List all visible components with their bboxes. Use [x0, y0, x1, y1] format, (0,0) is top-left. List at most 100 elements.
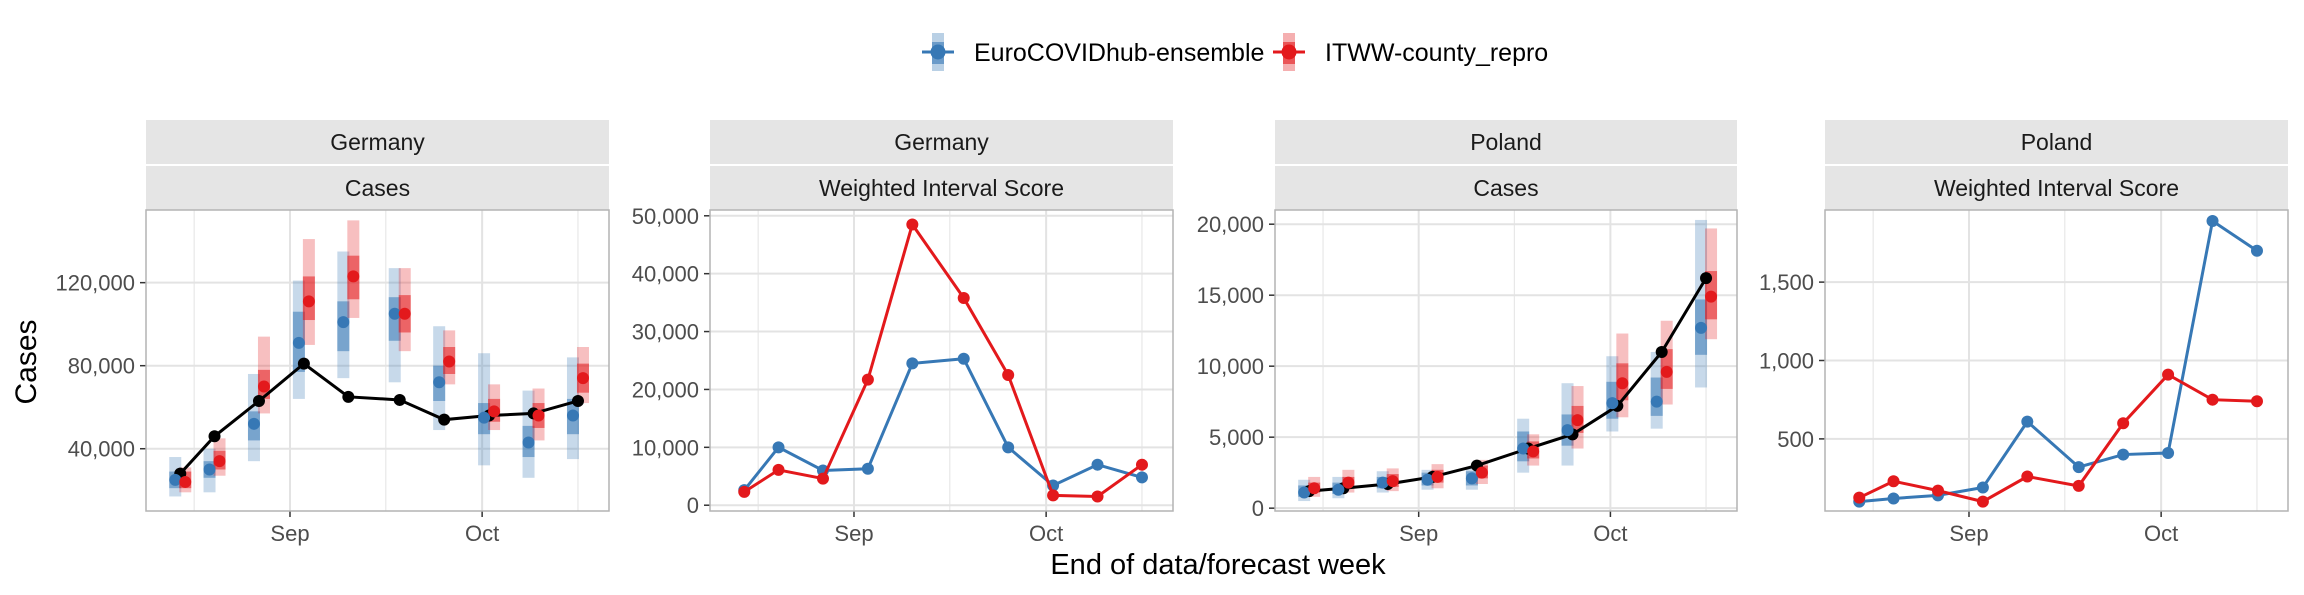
strip-label: Weighted Interval Score [1934, 175, 2179, 201]
series-point [2072, 479, 2085, 492]
series-line [743, 357, 1143, 492]
median-point [292, 336, 305, 349]
series-point [1091, 490, 1104, 503]
y-tick-label: 0 [687, 493, 699, 518]
series-line [1858, 372, 2258, 504]
series-point [2162, 446, 2175, 459]
series-point [1002, 441, 1015, 454]
strip-label: Germany [330, 129, 425, 155]
median-point [1475, 466, 1488, 479]
median-point [213, 455, 226, 468]
observed-line [1309, 277, 1708, 493]
y-axis-title: Cases [10, 319, 43, 404]
median-point [347, 270, 360, 283]
series-point [1135, 471, 1148, 484]
median-point [1376, 476, 1389, 489]
panel-border [1824, 209, 2289, 512]
median-point [1431, 470, 1444, 483]
y-tick-label: 80,000 [68, 354, 135, 379]
x-tick-label: Oct [465, 521, 499, 546]
median-point [247, 417, 260, 430]
median-point [1386, 475, 1399, 488]
series-point [2072, 461, 2085, 474]
series-point [906, 218, 919, 231]
panel-border [709, 209, 1174, 512]
median-point [1421, 473, 1434, 486]
median-point [1465, 472, 1478, 485]
x-tick-label: Sep [1949, 521, 1988, 546]
median-point [1571, 414, 1584, 427]
observed-point [1700, 272, 1713, 285]
legend-point [930, 44, 946, 60]
x-tick-label: Oct [1593, 521, 1627, 546]
series-point [1887, 492, 1900, 505]
x-tick-label: Sep [834, 521, 873, 546]
strip-label: Weighted Interval Score [819, 175, 1064, 201]
median-point [478, 411, 491, 424]
strip-background [1825, 120, 2288, 164]
median-point [1695, 321, 1708, 334]
y-tick-label: 500 [1777, 427, 1814, 452]
median-point [1606, 397, 1619, 410]
y-tick-label: 40,000 [632, 262, 699, 287]
observed-point [438, 413, 451, 426]
median-point [179, 475, 192, 488]
median-point [337, 316, 350, 329]
median-point [203, 463, 216, 476]
observed-point [252, 394, 265, 407]
median-point [1616, 377, 1629, 390]
series-point [861, 462, 874, 475]
legend-item: EuroCOVIDhub-ensemble [922, 33, 1264, 71]
strip-label: Poland [1470, 129, 1542, 155]
y-tick-label: 20,000 [1197, 212, 1264, 237]
legend-point [1281, 44, 1297, 60]
series-point [1135, 458, 1148, 471]
series-point [1047, 489, 1060, 502]
panel-border [1274, 209, 1738, 512]
y-tick-label: 5,000 [1209, 425, 1264, 450]
series-point [2250, 244, 2263, 257]
median-point [302, 295, 315, 308]
series-point [816, 472, 829, 485]
median-point [388, 307, 401, 320]
y-tick-label: 1,500 [1759, 270, 1814, 295]
strip-label: Cases [1473, 175, 1538, 201]
median-point [443, 355, 456, 368]
strip-label: Poland [2021, 129, 2093, 155]
series-point [2162, 368, 2175, 381]
strip-background [1825, 166, 2288, 210]
panel: Germany Weighted Interval Score Sep Oct 0 10,… [632, 120, 1174, 546]
series-line [743, 221, 1143, 499]
median-point [169, 473, 182, 486]
observed-line [179, 361, 579, 475]
median-point [1561, 424, 1574, 437]
median-point [1332, 483, 1345, 496]
series-point [2021, 415, 2034, 428]
series-point [1887, 475, 1900, 488]
x-tick-label: Oct [2144, 521, 2178, 546]
series-point [1976, 495, 1989, 508]
x-tick-label: Oct [1029, 521, 1063, 546]
median-point [1308, 482, 1321, 495]
strip-label: Cases [345, 175, 410, 201]
y-tick-label: 1,000 [1759, 349, 1814, 374]
median-point [522, 436, 535, 449]
observed-point [342, 390, 355, 403]
median-point [532, 409, 545, 422]
median-point [257, 380, 270, 393]
y-tick-label: 50,000 [632, 204, 699, 229]
panel: Poland Cases Sep Oct 0 5,000 10,000 15,000 20,00… [1197, 120, 1738, 546]
observed-point [1655, 345, 1668, 358]
strip-background [710, 120, 1173, 164]
series-point [2117, 417, 2130, 430]
median-point [488, 405, 501, 418]
series-point [2206, 393, 2219, 406]
x-axis-title: End of data/forecast week [1050, 549, 1386, 581]
series-point [957, 291, 970, 304]
series-point [2250, 395, 2263, 408]
observed-point [571, 394, 584, 407]
series-point [2206, 214, 2219, 227]
y-tick-label: 20,000 [632, 377, 699, 402]
